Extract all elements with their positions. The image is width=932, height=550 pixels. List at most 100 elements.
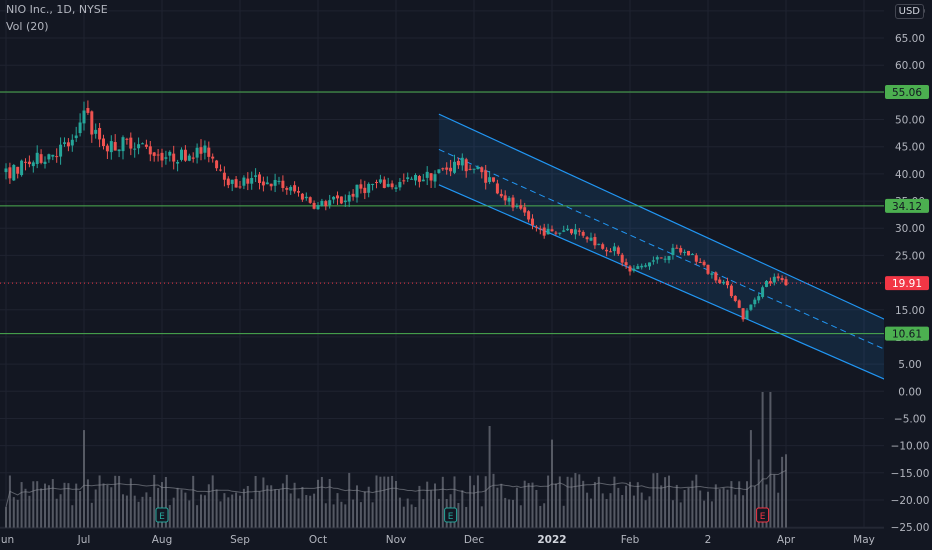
candle-body: [429, 173, 433, 181]
earnings-marker-label: E: [448, 512, 454, 522]
volume-bar: [301, 486, 304, 528]
volume-bar: [734, 494, 737, 528]
volume-bar: [184, 492, 187, 528]
candle-body: [492, 177, 495, 182]
volume-bar: [504, 497, 507, 528]
volume-bar: [527, 483, 530, 528]
volume-bar: [47, 485, 50, 528]
candle-body: [601, 244, 605, 249]
candle-body: [230, 179, 234, 184]
volume-bar: [215, 489, 218, 528]
volume-bar: [757, 459, 760, 528]
volume-bar: [12, 497, 15, 528]
volume-bar: [668, 475, 670, 528]
candle-body: [437, 169, 441, 173]
candle-body: [663, 258, 667, 260]
volume-bar: [223, 493, 226, 528]
candle-body: [585, 237, 589, 240]
candle-body: [558, 232, 562, 234]
volume-bar: [44, 483, 46, 528]
time-axis-tick-label: Dec: [464, 534, 485, 546]
volume-bar: [773, 474, 776, 528]
volume-bar: [207, 484, 210, 528]
earnings-marker-label: E: [760, 512, 766, 522]
candle-body: [234, 179, 238, 188]
volume-bar: [305, 495, 308, 528]
volume-bar: [231, 494, 234, 528]
volume-bar: [125, 495, 128, 528]
candle-body: [765, 280, 768, 287]
volume-bar: [90, 502, 93, 528]
candle-body: [47, 154, 51, 160]
candle-body: [694, 255, 698, 262]
candle-body: [195, 147, 199, 158]
volume-bar: [398, 497, 401, 528]
candle-body: [98, 127, 102, 140]
candle-body: [394, 187, 398, 189]
volume-bar: [629, 481, 631, 528]
candle-body: [293, 185, 297, 192]
candle-body: [382, 179, 386, 188]
volume-bar: [547, 475, 550, 528]
volume-bar: [473, 485, 475, 528]
currency-badge[interactable]: USD: [894, 4, 924, 19]
time-axis-tick-label: 2022: [537, 534, 566, 546]
candle-body: [160, 152, 164, 161]
candle-body: [351, 193, 355, 197]
volume-bar: [359, 502, 362, 528]
volume-bar: [508, 499, 511, 528]
time-axis-tick-label: Nov: [386, 534, 407, 546]
candle-body: [757, 296, 761, 301]
price-axis-tick-label: 30.00: [895, 223, 925, 235]
volume-bar: [761, 392, 764, 528]
candle-body: [137, 144, 141, 149]
volume-bar: [164, 476, 167, 528]
candle-body: [219, 169, 222, 171]
earnings-marker: E: [756, 507, 770, 523]
candle-body: [784, 279, 788, 286]
earnings-marker: E: [444, 507, 458, 523]
volume-bar: [492, 473, 495, 528]
volume-bar: [274, 489, 277, 528]
candle-body: [753, 299, 757, 305]
volume-bar: [32, 481, 35, 528]
candle-body: [632, 268, 636, 271]
candle-body: [527, 211, 531, 220]
candle-body: [741, 308, 745, 320]
candle-body: [250, 177, 254, 184]
volume-bar: [679, 502, 682, 528]
price-axis-tick-label: −20.00: [891, 495, 930, 507]
volume-bar: [566, 476, 569, 528]
candle-body: [616, 247, 620, 254]
candle-body: [74, 135, 78, 139]
volume-bar: [149, 496, 152, 528]
volume-bar: [644, 500, 647, 528]
price-axis-tick-label: 65.00: [895, 33, 925, 45]
volume-bar: [278, 489, 280, 528]
level-price-tag-text: 55.06: [892, 87, 922, 99]
candlestick-series: [4, 100, 788, 322]
volume-indicator-label[interactable]: Vol (20): [6, 20, 49, 33]
candle-body: [324, 201, 328, 207]
candle-body: [347, 195, 351, 202]
volume-bar: [375, 475, 378, 528]
candle-body: [51, 154, 55, 157]
volume-bar: [457, 502, 460, 528]
volume-bar: [582, 480, 585, 528]
candle-body: [156, 154, 160, 156]
volume-bar: [336, 493, 339, 528]
volume-bar: [640, 492, 643, 528]
candle-body: [628, 266, 632, 272]
candle-body: [733, 295, 737, 301]
volume-bar: [289, 493, 292, 528]
volume-bar: [781, 456, 784, 528]
volume-bar: [203, 495, 206, 528]
level-price-tag: 55.06: [885, 85, 929, 100]
candle-body: [546, 228, 550, 235]
volume-bar: [515, 487, 518, 528]
candle-body: [768, 281, 772, 284]
candle-body: [297, 191, 300, 193]
candle-body: [129, 137, 133, 149]
candle-body: [484, 170, 488, 183]
